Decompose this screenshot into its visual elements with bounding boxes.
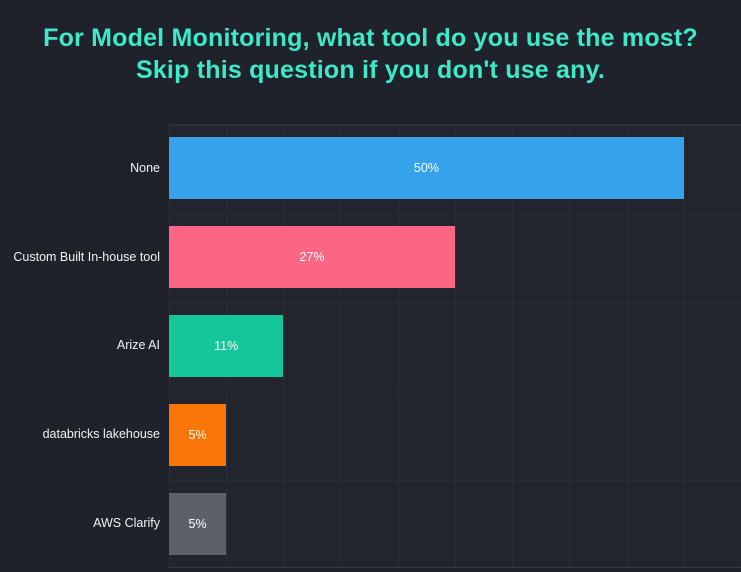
chart-title: For Model Monitoring, what tool do you u…	[0, 22, 741, 86]
bar-row: Arize AI 11%	[0, 302, 741, 391]
bar-value-label: 11%	[214, 338, 239, 353]
bar[interactable]: 5%	[169, 492, 227, 555]
bar-row: Custom Built In-house tool 27%	[0, 213, 741, 302]
category-label: databricks lakehouse	[42, 427, 160, 442]
bar-row: AWS Clarify 5%	[0, 479, 741, 568]
bar-value-label: 5%	[188, 427, 207, 442]
chart-title-line1: For Model Monitoring, what tool do you u…	[43, 24, 698, 52]
bar-row: databricks lakehouse 5%	[0, 390, 741, 479]
bar-value-label: 50%	[413, 161, 439, 176]
category-label: None	[130, 160, 160, 175]
bar-cell: 5%	[169, 390, 741, 479]
bar-value-label: 27%	[299, 250, 325, 265]
bar-cell: 11%	[169, 302, 741, 391]
bar-value-label: 5%	[188, 516, 207, 531]
bar-cell: 5%	[169, 479, 741, 568]
category-label: AWS Clarify	[93, 516, 160, 531]
bar-cell: 50%	[169, 124, 741, 213]
chart-title-line2: Skip this question if you don't use any.	[135, 56, 606, 84]
bar[interactable]: 5%	[169, 403, 227, 466]
bar-chart: None 50% Custom Built In-house tool 27% …	[0, 124, 741, 568]
bar[interactable]: 50%	[169, 137, 684, 200]
category-label: Custom Built In-house tool	[13, 249, 160, 264]
bar[interactable]: 27%	[169, 226, 455, 289]
bar-cell: 27%	[169, 213, 741, 302]
bar-row: None 50%	[0, 124, 741, 213]
category-label: Arize AI	[116, 338, 160, 353]
bar[interactable]: 11%	[169, 314, 284, 377]
